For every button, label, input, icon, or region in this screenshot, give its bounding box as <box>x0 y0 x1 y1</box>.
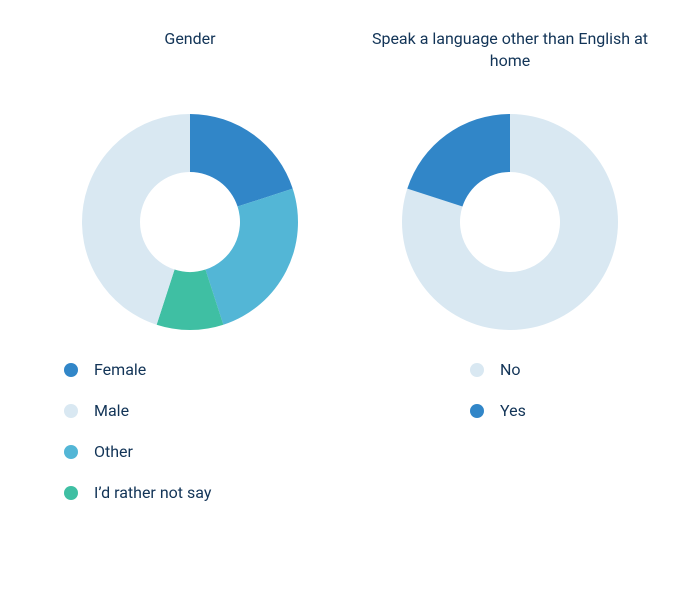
donut-slice-female <box>190 114 293 207</box>
legend-item: Male <box>64 401 340 420</box>
legend-swatch <box>470 404 484 418</box>
legend-swatch <box>64 445 78 459</box>
legend-item: Other <box>64 442 340 461</box>
legend-item: Female <box>64 360 340 379</box>
legend-swatch <box>64 363 78 377</box>
legend-label: I’d rather not say <box>94 483 211 502</box>
chart-title-gender: Gender <box>40 28 340 74</box>
donut-svg-language <box>390 102 630 342</box>
chart-title-language: Speak a language other than English at h… <box>360 28 660 74</box>
legend-label: Yes <box>500 401 526 420</box>
legend-item: No <box>470 360 660 379</box>
legend-label: Other <box>94 442 133 461</box>
legend-swatch <box>470 363 484 377</box>
legend-swatch <box>64 486 78 500</box>
donut-slice-yes <box>407 114 510 207</box>
donut-gender <box>40 102 340 342</box>
legend-label: No <box>500 360 521 379</box>
legend-gender: Female Male Other I’d rather not say <box>64 360 340 502</box>
legend-item: I’d rather not say <box>64 483 340 502</box>
panel-language: Speak a language other than English at h… <box>360 0 660 420</box>
legend-language: No Yes <box>470 360 660 420</box>
donut-svg-gender <box>70 102 310 342</box>
legend-swatch <box>64 404 78 418</box>
panel-gender: Gender Female Male Other I’d rather not say <box>40 0 340 502</box>
donut-language <box>360 102 660 342</box>
legend-label: Female <box>94 360 146 379</box>
donut-slice-other <box>205 189 298 325</box>
legend-label: Male <box>94 401 129 420</box>
charts-wrap: Gender Female Male Other I’d rather not say… <box>0 0 680 601</box>
legend-item: Yes <box>470 401 660 420</box>
